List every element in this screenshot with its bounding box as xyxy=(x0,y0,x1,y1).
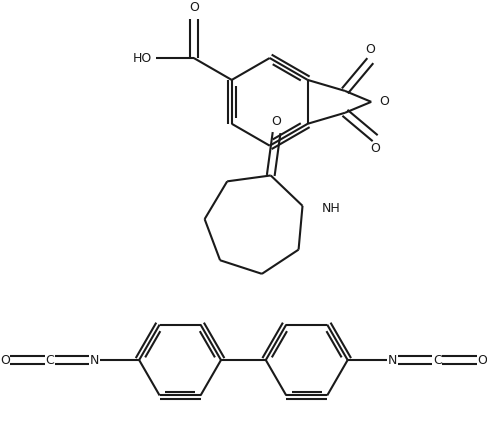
Text: N: N xyxy=(388,354,397,366)
Text: O: O xyxy=(0,354,10,366)
Text: N: N xyxy=(90,354,99,366)
Text: O: O xyxy=(379,95,389,108)
Text: O: O xyxy=(477,354,487,366)
Text: O: O xyxy=(189,1,199,14)
Text: O: O xyxy=(365,43,375,57)
Text: NH: NH xyxy=(322,202,341,215)
Text: O: O xyxy=(272,115,281,128)
Text: HO: HO xyxy=(132,51,151,65)
Text: O: O xyxy=(370,142,380,156)
Text: C: C xyxy=(433,354,442,366)
Text: C: C xyxy=(45,354,54,366)
